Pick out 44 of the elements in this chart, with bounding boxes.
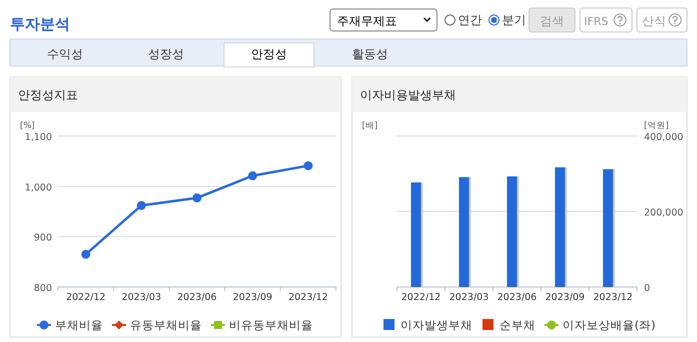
- legend-label: 이자보상배율(좌): [562, 318, 656, 332]
- chart-title: 안정성지표: [18, 88, 78, 102]
- x-tick-label: 2023/09: [545, 292, 585, 303]
- y-tick-label: 900: [34, 232, 52, 244]
- y-tick-label: 1,000: [24, 182, 52, 194]
- legend-label: 순부채: [500, 318, 536, 332]
- text: 안정성: [251, 47, 287, 61]
- text: 산식: [642, 14, 666, 28]
- text: 성장성: [148, 47, 184, 61]
- legend-label: 부채비율: [55, 318, 103, 332]
- x-tick-label: 2023/12: [288, 292, 328, 303]
- x-tick-label: 2023/03: [122, 292, 162, 303]
- text: 분기: [502, 13, 526, 27]
- x-tick-label: 2023/09: [232, 292, 272, 303]
- y-axis-title: [%]: [20, 121, 35, 131]
- x-tick-label: 2022/12: [66, 292, 106, 303]
- chart-title: 이자비용발생부채: [360, 88, 456, 102]
- text: 활동성: [352, 47, 388, 61]
- x-tick-label: 2023/06: [497, 292, 537, 303]
- point: [192, 193, 202, 202]
- point: [81, 250, 90, 259]
- point: [304, 161, 313, 170]
- y2-axis-title: [억원]: [644, 121, 669, 131]
- x-tick-label: 2022/12: [401, 292, 441, 303]
- x-tick-label: 2023/06: [177, 292, 217, 303]
- legend-label: 비유동부채비율: [229, 318, 313, 332]
- x-tick-label: 2023/12: [593, 292, 633, 303]
- y-axis-title: [배]: [362, 121, 378, 131]
- text: 검색: [540, 14, 564, 28]
- text: IFRS: [584, 15, 608, 28]
- x-tick-label: 2023/03: [449, 292, 489, 303]
- text: 연간: [458, 13, 482, 27]
- text: 주재무제표: [337, 14, 397, 28]
- y2-tick-label: 200,000: [644, 208, 684, 218]
- text: 수익성: [47, 47, 83, 61]
- text: 투자분석: [10, 15, 70, 33]
- y2-tick-label: 400,000: [644, 132, 684, 143]
- point: [248, 171, 258, 180]
- legend-label: 이자발생부채: [400, 318, 473, 332]
- y-tick-label: 800: [34, 283, 52, 294]
- y2-tick-label: 0: [644, 283, 650, 294]
- y-tick-label: 1,100: [24, 132, 52, 143]
- point: [136, 200, 146, 210]
- legend-label: 유동부채비율: [130, 318, 202, 332]
